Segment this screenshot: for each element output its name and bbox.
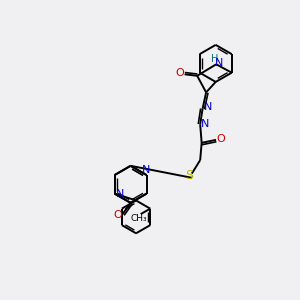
Text: S: S <box>185 169 193 182</box>
Text: N: N <box>142 165 150 175</box>
Text: N: N <box>201 119 210 129</box>
Text: N: N <box>204 102 212 112</box>
Text: H: H <box>211 54 219 64</box>
Text: O: O <box>176 68 184 78</box>
Text: O: O <box>217 134 225 144</box>
Text: O: O <box>113 210 122 220</box>
Text: N: N <box>116 189 124 199</box>
Text: CH₃: CH₃ <box>130 214 147 223</box>
Text: N: N <box>215 58 224 68</box>
